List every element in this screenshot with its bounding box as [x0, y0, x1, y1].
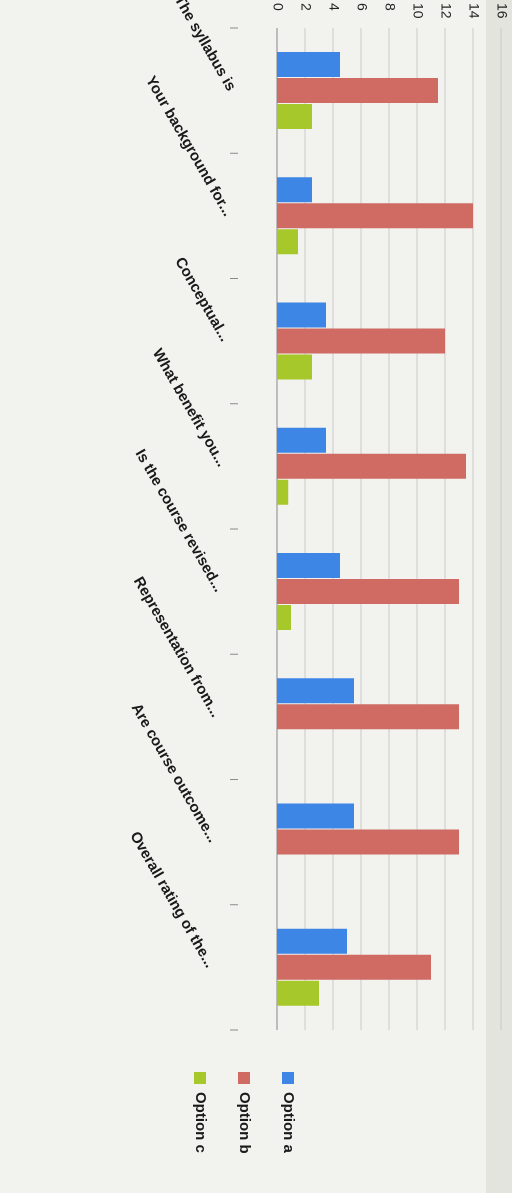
bar-option-a-8 [277, 928, 347, 954]
bar-option-a-5 [277, 553, 340, 578]
category-label-5: Is the course revised... [132, 446, 228, 595]
bar-option-b-7 [277, 829, 459, 855]
bar-option-b-1 [277, 78, 438, 103]
bar-option-c-3 [277, 354, 312, 380]
bar-option-c-4 [277, 479, 289, 505]
bar-option-c-2 [277, 229, 298, 255]
value-tick-label: 4 [326, 3, 342, 11]
value-tick-label: 16 [494, 3, 510, 19]
bar-option-a-7 [277, 803, 354, 829]
bar-option-b-5 [277, 579, 459, 604]
category-ticks [230, 27, 238, 1031]
legend-swatch-option-a [282, 1072, 294, 1084]
legend-swatch-option-b [238, 1072, 250, 1084]
bar-option-b-3 [277, 328, 445, 354]
bars [277, 52, 473, 1006]
legend-label-option-b: Option b [236, 1092, 253, 1154]
value-tick-label: 8 [382, 3, 398, 11]
value-tick-label: 10 [410, 3, 426, 19]
value-tick-label: 2 [298, 3, 314, 11]
bar-option-a-3 [277, 302, 326, 328]
category-label-4: What benefit you... [149, 346, 230, 470]
value-tick-label: 0 [270, 3, 286, 11]
bar-option-a-4 [277, 427, 326, 453]
category-label-3: Conceptual... [171, 254, 233, 344]
bar-option-c-1 [277, 104, 312, 129]
category-label-1: The syllabus is [171, 0, 239, 94]
bar-option-a-2 [277, 177, 312, 203]
legend-label-option-c: Option c [192, 1092, 209, 1153]
paper-edge [486, 0, 512, 1193]
bar-option-b-6 [277, 704, 459, 730]
value-tick-label: 14 [466, 3, 482, 19]
value-tick-label: 6 [354, 3, 370, 11]
value-tick-labels: 0 2 4 6 8 10 12 14 16 [270, 3, 510, 19]
category-label-2: Your background for... [142, 73, 236, 219]
legend-label-option-a: Option a [280, 1092, 297, 1153]
bar-option-c-8 [277, 980, 319, 1006]
bar-option-a-6 [277, 678, 354, 704]
bar-option-a-1 [277, 52, 340, 77]
bar-option-b-2 [277, 203, 473, 229]
category-label-8: Overall rating of the... [126, 829, 218, 971]
bar-option-c-5 [277, 605, 291, 630]
legend: Option a Option b Option c [192, 1072, 297, 1154]
legend-swatch-option-c [194, 1072, 206, 1084]
category-label-6: Representation from... [130, 574, 224, 720]
bar-option-b-4 [277, 453, 466, 479]
value-tick-label: 12 [438, 3, 454, 19]
category-label-7: Are course outcome... [128, 701, 221, 846]
bar-option-b-8 [277, 954, 431, 980]
